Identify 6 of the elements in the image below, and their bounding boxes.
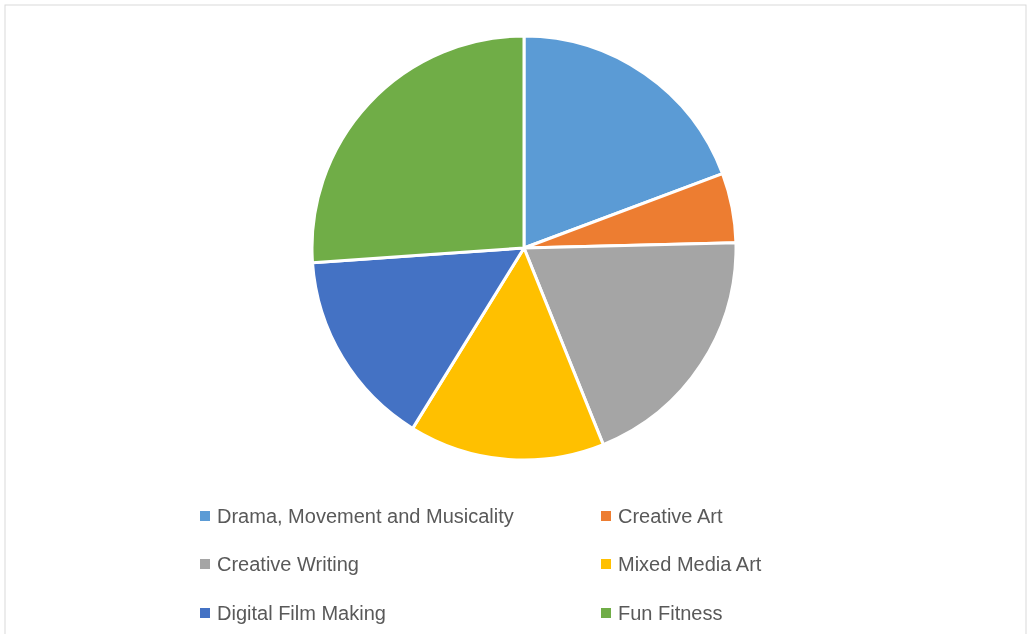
legend-label: Fun Fitness (618, 602, 723, 624)
legend-label: Drama, Movement and Musicality (217, 505, 514, 527)
legend-label: Digital Film Making (217, 602, 386, 624)
legend-label: Creative Writing (217, 553, 359, 575)
legend-label: Mixed Media Art (618, 553, 762, 575)
legend-label: Creative Art (618, 505, 723, 527)
